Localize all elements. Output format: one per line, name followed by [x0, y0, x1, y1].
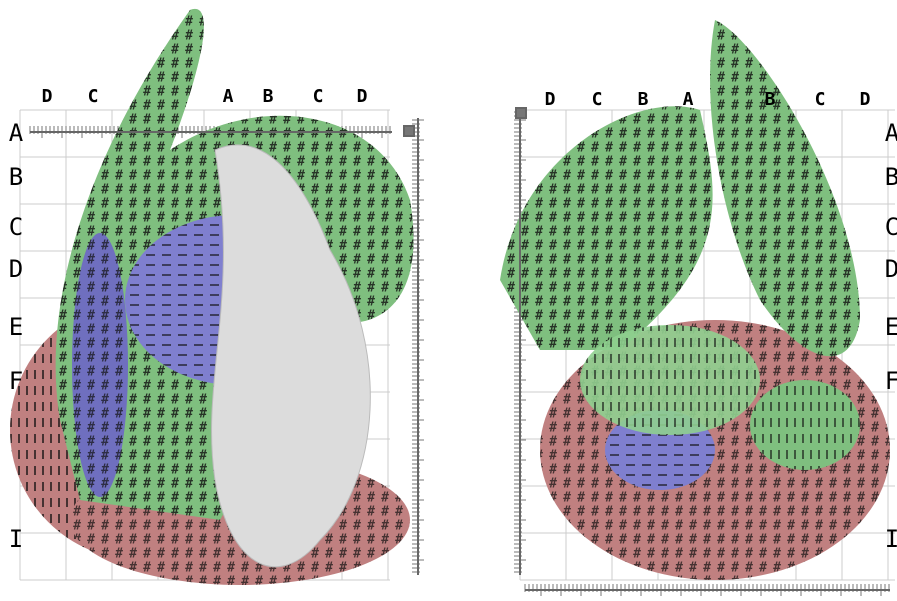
top-label: A	[223, 86, 234, 107]
side-label: D	[9, 255, 23, 283]
side-label: A	[885, 119, 897, 147]
side-label: F	[885, 367, 897, 395]
top-label: B	[638, 89, 649, 110]
top-label: C	[313, 86, 324, 107]
side-label: I	[885, 525, 897, 553]
top-label: D	[545, 89, 556, 110]
side-label: D	[885, 255, 897, 283]
top-label: D	[860, 89, 871, 110]
top-label: B	[765, 89, 776, 110]
top-label: A	[683, 89, 694, 110]
side-label: B	[9, 163, 23, 191]
scene: #	[0, 0, 897, 601]
top-label: B	[263, 86, 274, 107]
side-label: F	[9, 367, 23, 395]
left-render	[10, 9, 414, 585]
top-label: D	[357, 86, 368, 107]
side-label: B	[885, 163, 897, 191]
top-label: D	[42, 86, 53, 107]
side-label: I	[9, 525, 23, 553]
side-label: C	[9, 213, 23, 241]
side-label: E	[9, 313, 23, 341]
top-label: C	[592, 89, 603, 110]
top-label: C	[815, 89, 826, 110]
side-label: A	[9, 119, 24, 147]
side-label: E	[885, 313, 897, 341]
right-render	[500, 20, 890, 580]
top-label: C	[88, 86, 99, 107]
side-label: C	[885, 213, 897, 241]
